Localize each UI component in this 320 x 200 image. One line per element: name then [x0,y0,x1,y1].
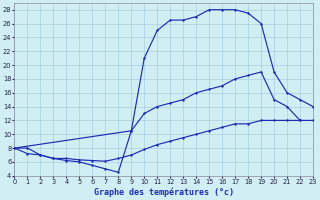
X-axis label: Graphe des températures (°c): Graphe des températures (°c) [94,188,234,197]
